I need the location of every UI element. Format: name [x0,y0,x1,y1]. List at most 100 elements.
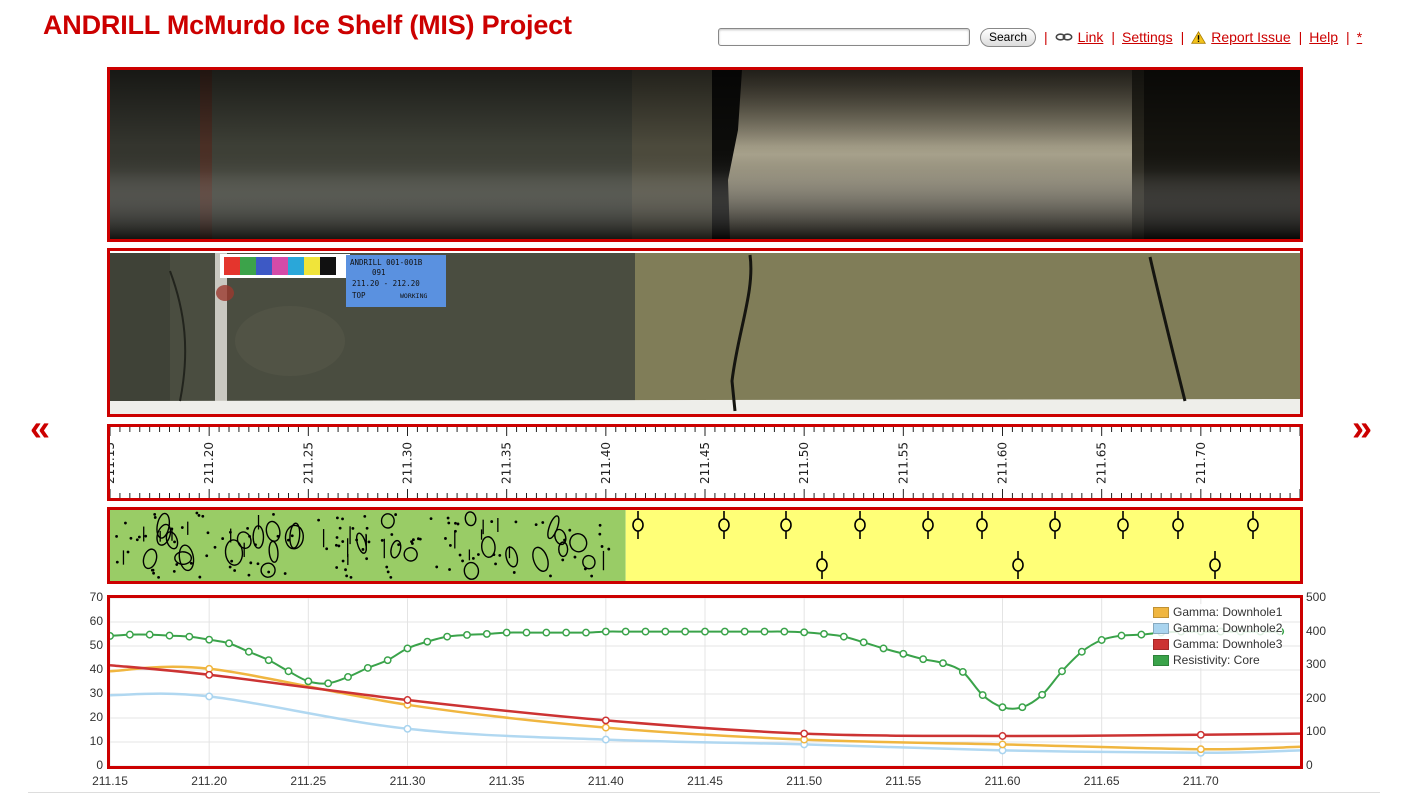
series-point-0 [998,740,1007,749]
depth-tick-label: 211.40 [599,442,613,484]
lithology-grain [189,561,193,565]
lithology-clast [558,541,569,558]
report-issue-link[interactable]: Report Issue [1191,29,1291,45]
lithology-burrow-symbol [632,511,644,539]
series-line-2 [110,663,1300,738]
depth-tick-label: 211.60 [996,442,1010,484]
lithology-grain [206,531,210,535]
series-point-3 [244,647,253,656]
lithology-grain [272,513,275,516]
burrow-ring [922,518,934,532]
log-chart-panel [107,595,1303,769]
series-point-0 [1196,745,1205,754]
star-link[interactable]: * [1356,29,1363,45]
lithology-grain [247,573,251,577]
x-tick-label: 211.35 [488,774,525,788]
x-tick-label: 211.60 [984,774,1021,788]
lithology-grain [335,516,339,520]
lithology-clast [355,532,367,554]
series-point-3 [225,639,233,648]
lithology-burrow-symbol [780,511,792,539]
depth-tick-label: 211.15 [110,442,117,484]
series-point-3 [800,628,809,637]
lithology-clast [532,546,549,572]
lithology-grain [429,517,433,521]
lithology-grain [386,570,390,574]
lithology-grain [607,547,611,551]
chart-legend: Gamma: Downhole1 Gamma: Downhole2 Gamma:… [1153,604,1283,668]
lithology-grain [213,545,217,549]
burrow-ring [780,518,792,532]
x-tick-label: 211.20 [191,774,228,788]
series-point-3 [1038,690,1047,699]
report-issue-label: Report Issue [1211,29,1291,45]
series-point-3 [780,627,789,636]
warning-icon [1191,30,1207,44]
lithology-clast [554,528,567,546]
lithology-grain [363,514,367,518]
depth-scale: 211.15 211.20 211.25 211.30 211.35 211.40 211.… [110,427,1300,498]
series-point-3 [1137,630,1146,639]
lithology-grain [454,521,457,525]
lithology-grain [137,535,141,539]
lithology-clast [178,544,195,572]
series-point-3 [304,677,313,686]
settings-link[interactable]: Settings [1122,29,1173,45]
help-link[interactable]: Help [1309,29,1339,45]
legend-label: Gamma: Downhole3 [1173,637,1283,651]
page-title: ANDRILL McMurdo Ice Shelf (MIS) Project [43,10,572,40]
depth-tick-label: 211.55 [896,442,910,484]
core-tag-card: ANDRILL 001-001B 091 211.20 - 212.20 TOP… [346,255,446,307]
footer-divider [28,792,1380,793]
series-point-1 [601,735,610,744]
lithology-grain [246,526,249,530]
y-left-tick-label: 60 [89,614,103,628]
depth-tick-label: 211.70 [1194,442,1208,484]
x-tick-label: 211.45 [687,774,723,788]
lithology-grain [153,512,157,516]
lithology-burrow-symbol [718,511,730,539]
lithology-grain [365,526,369,530]
series-point-3 [701,627,709,636]
previous-arrow-button[interactable]: « [30,407,51,448]
lithology-grain [549,574,552,578]
lithology-grain [172,570,176,573]
burrow-ring [816,558,828,572]
y-right-tick-label: 300 [1306,657,1327,672]
lithology-panel[interactable] [107,507,1303,584]
lithology-grain [361,548,365,551]
whole-core-image-panel[interactable] [107,67,1303,242]
legend-item: Gamma: Downhole2 [1153,620,1282,636]
series-point-0 [601,723,610,732]
series-point-3 [859,638,868,647]
lithology-grain [365,557,369,561]
lithology-burrow-symbol [976,511,988,539]
toolbar-separator: | [1111,29,1115,45]
lithology-grain [446,516,450,520]
lithology-grain [325,547,329,551]
search-button[interactable]: Search [980,27,1037,47]
lithology-grain [290,534,294,538]
lithology-grain [335,566,339,569]
series-point-3 [740,627,749,636]
lithology-grain [126,550,130,554]
next-arrow-button[interactable]: » [1352,407,1373,448]
lithology-grain [341,517,344,521]
lithology-clast [390,539,402,559]
series-point-3 [125,630,134,639]
y-right-tick-label: 0 [1306,758,1313,772]
split-core-image-panel[interactable]: ANDRILL 001-001B 091 211.20 - 212.20 TOP… [107,248,1303,417]
link-link[interactable]: Link [1055,29,1103,45]
search-input[interactable] [718,28,970,46]
legend-swatch [1153,638,1169,650]
lithology-grain [157,575,160,579]
lithology-grain [444,537,447,540]
series-point-3 [1018,703,1027,712]
lithology-grain [198,575,202,579]
burrow-ring [854,518,866,532]
lithology-grain [490,520,494,523]
lithology-grain [461,559,464,563]
series-point-3 [482,630,491,638]
lithology-grain [394,513,398,516]
x-tick-label: 211.55 [885,774,922,788]
